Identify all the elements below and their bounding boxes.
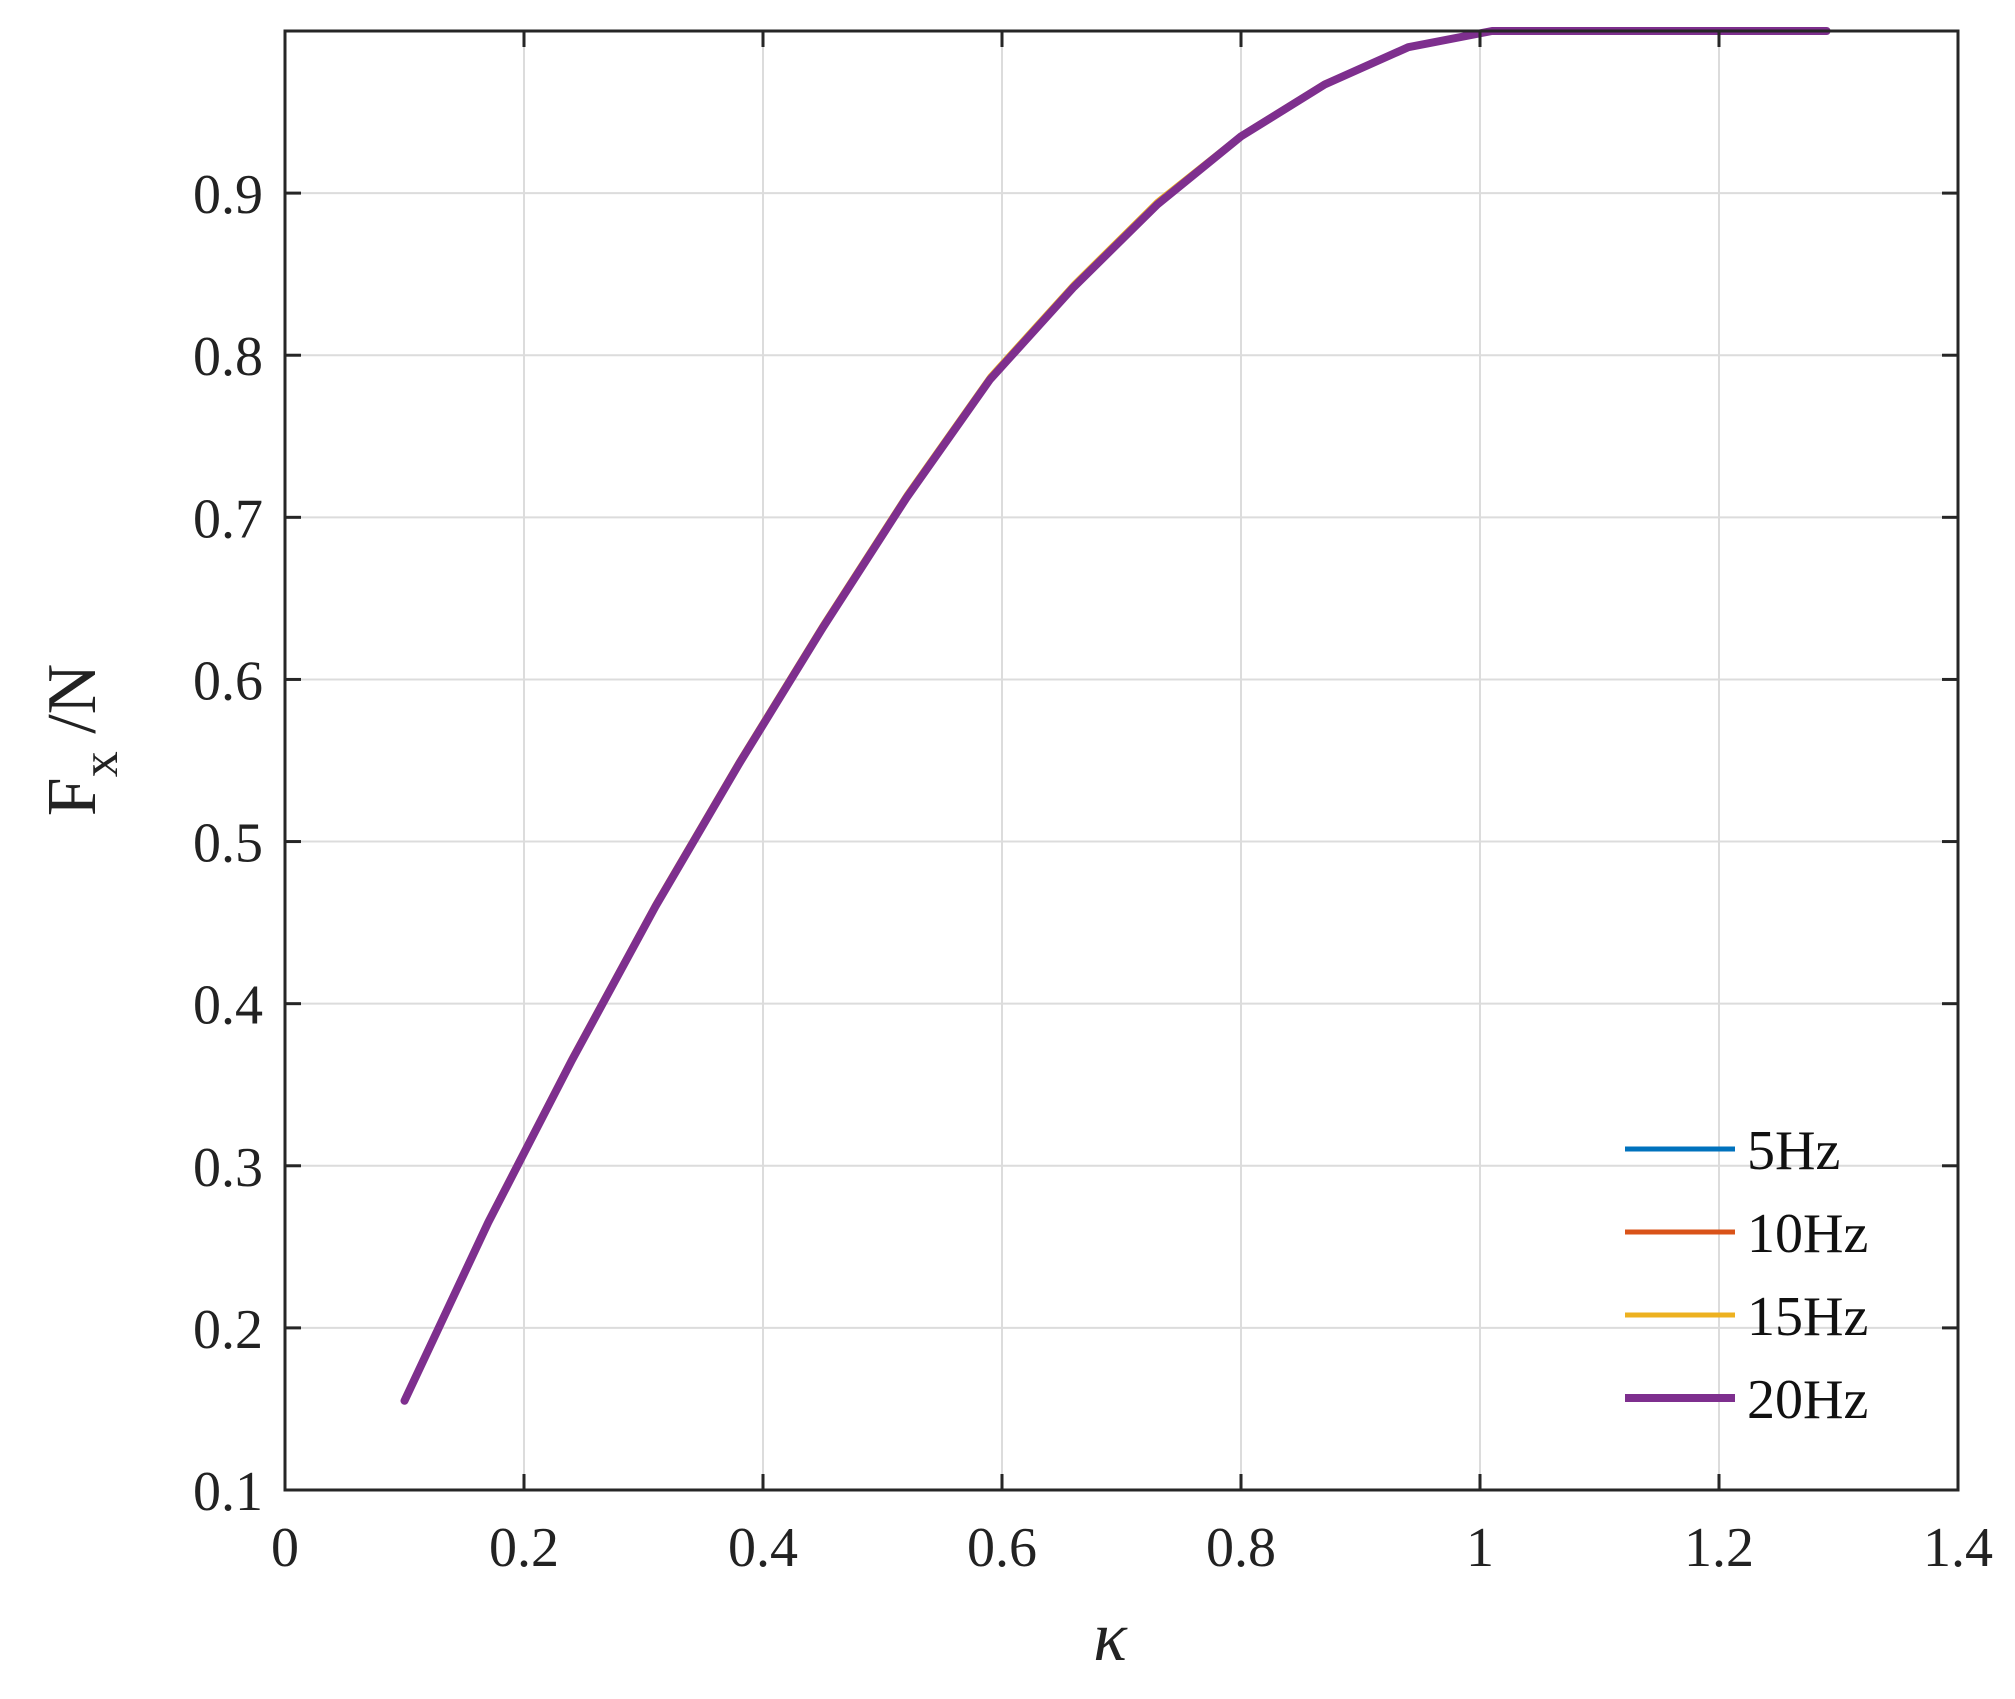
x-tick-label: 0.6 <box>967 1517 1037 1579</box>
legend-label-20hz: 20Hz <box>1747 1369 1868 1431</box>
y-axis-tick-labels: 0.1 0.2 0.3 0.4 0.5 0.6 0.7 0.8 0.9 <box>193 164 263 1523</box>
y-tick-label: 0.1 <box>193 1461 263 1523</box>
y-axis-label-suffix: /N <box>34 664 111 752</box>
y-axis-label: Fx /N <box>34 664 129 816</box>
y-tick-label: 0.7 <box>193 488 263 550</box>
x-tick-label: 1.2 <box>1684 1517 1754 1579</box>
y-tick-label: 0.4 <box>193 975 263 1037</box>
y-tick-label: 0.8 <box>193 326 263 388</box>
y-axis-label-main: F <box>34 777 111 816</box>
x-tick-label: 0.4 <box>728 1517 798 1579</box>
x-tick-label: 1.4 <box>1923 1517 1993 1579</box>
y-tick-label: 0.5 <box>193 813 263 875</box>
x-axis-tick-labels: 0 0.2 0.4 0.6 0.8 1 1.2 1.4 <box>271 1517 1993 1579</box>
legend-label-15hz: 15Hz <box>1747 1286 1868 1348</box>
grid-lines <box>285 31 1958 1490</box>
legend: 5Hz 10Hz 15Hz 20Hz <box>1625 1120 1868 1431</box>
legend-label-10hz: 10Hz <box>1747 1203 1868 1265</box>
legend-label-5hz: 5Hz <box>1747 1120 1840 1182</box>
x-tick-label: 0.2 <box>489 1517 559 1579</box>
plot-area-frame <box>283 29 1960 1492</box>
y-tick-label: 0.2 <box>193 1299 263 1361</box>
x-tick-label: 1 <box>1466 1517 1494 1579</box>
y-axis-label-subscript: x <box>72 751 129 777</box>
y-tick-label: 0.9 <box>193 164 263 226</box>
x-tick-label: 0.8 <box>1206 1517 1276 1579</box>
y-tick-label: 0.6 <box>193 650 263 712</box>
x-tick-label: 0 <box>271 1517 299 1579</box>
y-tick-label: 0.3 <box>193 1137 263 1199</box>
axis-ticks <box>283 31 1960 1492</box>
x-axis-label: κ <box>1093 1599 1128 1676</box>
